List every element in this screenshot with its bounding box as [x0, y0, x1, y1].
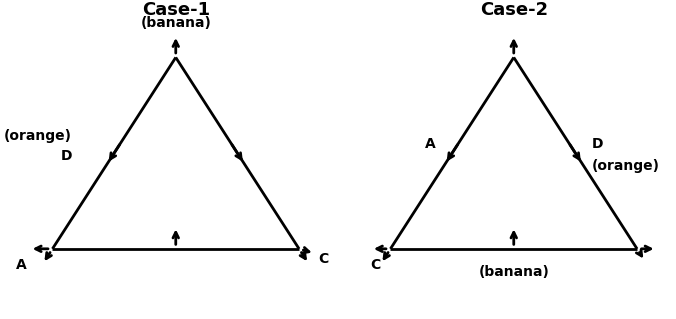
Text: D: D [592, 137, 603, 151]
Text: D: D [60, 149, 72, 163]
Text: Case-1: Case-1 [142, 1, 210, 19]
Text: Case-2: Case-2 [480, 1, 548, 19]
Text: (orange): (orange) [592, 159, 660, 173]
Text: C: C [370, 258, 381, 272]
Text: (banana): (banana) [141, 16, 211, 30]
Text: A: A [425, 137, 436, 151]
Text: (orange): (orange) [4, 129, 72, 143]
Text: (banana): (banana) [479, 265, 549, 279]
Text: A: A [16, 258, 26, 272]
Text: C: C [318, 252, 329, 266]
